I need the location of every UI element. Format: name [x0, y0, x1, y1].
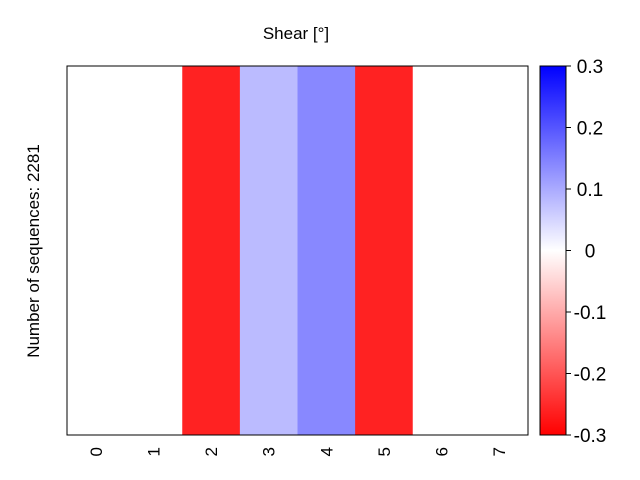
colorbar-tick-label: -0.2	[574, 365, 607, 386]
plot-frame	[66, 65, 529, 436]
x-tick-label: 2	[202, 447, 221, 456]
heatmap-cells	[67, 66, 529, 435]
colorbar-tick-label: 0.3	[577, 57, 603, 78]
heatmap-cell-0	[67, 66, 126, 435]
colorbar-tick-label: 0.2	[577, 119, 603, 140]
x-tick-label: 4	[317, 447, 336, 456]
x-tick-label: 6	[433, 447, 452, 456]
x-tick-label: 1	[144, 447, 163, 456]
y-axis-label: Number of sequences: 2281	[24, 144, 43, 358]
colorbar-tick-label: -0.1	[574, 303, 607, 324]
heatmap-cell-5	[355, 66, 414, 435]
heatmap-cell-2	[182, 66, 241, 435]
x-tick-label: 0	[87, 447, 106, 456]
colorbar-tick-label: 0.1	[577, 180, 603, 201]
chart-title: Shear [°]	[263, 24, 329, 43]
x-tick-label: 7	[490, 447, 509, 456]
heatmap-cell-3	[239, 66, 298, 435]
colorbar	[539, 65, 567, 436]
heatmap-cell-6	[412, 66, 471, 435]
colorbar-tick-label: 0	[585, 242, 596, 263]
heatmap-cell-1	[124, 66, 183, 435]
colorbar-tick-label: -0.3	[574, 426, 607, 447]
x-ticks: 0 1 2 3 4 5 6 7	[87, 447, 509, 456]
heatmap-cell-7	[470, 66, 529, 435]
colorbar-ticks: 0.3 0.2 0.1 0 -0.1 -0.2 -0.3	[566, 57, 606, 447]
heatmap-cell-4	[297, 66, 356, 435]
x-tick-label: 5	[375, 447, 394, 456]
x-tick-label: 3	[260, 447, 279, 456]
